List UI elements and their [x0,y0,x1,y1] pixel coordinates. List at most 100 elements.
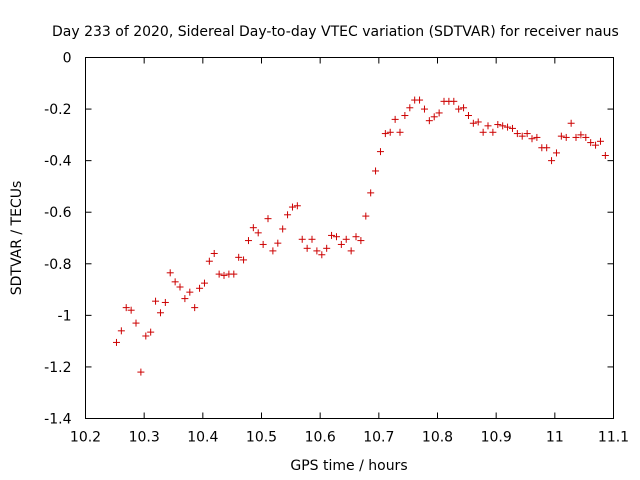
data-point [152,297,160,305]
data-point [386,128,394,136]
data-point [357,237,365,245]
data-point [425,117,433,125]
x-axis: 10.2 10.3 10.4 10.5 10.6 10.7 10.8 10.9 11 11.1 [70,57,629,446]
data-point [274,239,282,247]
data-point [406,104,414,112]
data-point [416,96,424,104]
data-point [127,306,135,314]
data-point [474,118,482,126]
x-tick-label: 10.6 [305,430,336,446]
plot-frame [85,57,614,419]
data-point [259,240,267,248]
data-point [352,233,360,241]
data-point [572,133,580,141]
data-point [328,231,336,239]
data-point [117,327,125,335]
x-tick-label: 10.8 [422,430,453,446]
data-point [132,319,140,327]
data-point [391,115,399,123]
data-point [567,119,575,127]
y-axis: 0 -0.2 -0.4 -0.6 -0.8 -1 -1.2 -1.4 [44,51,614,428]
data-point [469,119,477,127]
x-tick-label: 10.7 [363,430,394,446]
y-tick-label: 0 [63,51,72,67]
data-point [513,130,521,138]
data-point [288,203,296,211]
data-point [596,137,604,145]
data-point [381,130,389,138]
data-point [303,244,311,252]
x-tick-label: 10.4 [187,430,218,446]
data-point [171,278,179,286]
data-point [347,247,355,255]
data-point [215,270,223,278]
data-point [543,144,551,152]
data-point [147,328,155,336]
data-point [479,128,487,136]
data-point [582,133,590,141]
x-tick-label: 10.9 [481,430,512,446]
data-point [577,131,585,139]
x-tick-label: 10.3 [129,430,160,446]
data-point [293,202,301,210]
data-point [254,229,262,237]
data-point [230,270,238,278]
x-tick-label: 10.5 [246,430,277,446]
data-point [450,97,458,105]
data-point [264,215,272,223]
data-point [401,112,409,120]
data-point [601,151,609,159]
chart-title: Day 233 of 2020, Sidereal Day-to-day VTE… [52,24,619,40]
data-point [362,212,370,220]
data-point [235,253,243,261]
data-series [112,96,609,376]
data-point [455,105,463,113]
data-point [376,148,384,156]
data-point [191,304,199,312]
data-point [161,298,169,306]
data-point [523,130,531,138]
data-point [518,132,526,140]
data-point [342,235,350,243]
data-point [186,288,194,296]
data-point [142,332,150,340]
data-point [318,251,326,259]
data-point [122,304,130,312]
data-point [464,112,472,120]
data-point [494,121,502,129]
data-point [557,132,565,140]
data-point [298,235,306,243]
data-point [489,128,497,136]
data-point [166,269,174,277]
data-point [181,295,189,303]
data-point [308,235,316,243]
data-point [562,133,570,141]
data-point [279,225,287,233]
data-point [210,249,218,257]
x-tick-label: 11.1 [598,430,629,446]
data-point [533,133,541,141]
y-tick-label: -1.4 [44,412,71,428]
data-point [200,279,208,287]
data-point [420,105,428,113]
data-point [552,149,560,157]
y-tick-label: -0.6 [44,205,71,221]
data-point [220,271,228,279]
data-point [112,338,120,346]
data-point [269,247,277,255]
data-point [435,109,443,117]
data-point [137,368,145,376]
data-point [337,240,345,248]
data-point [508,124,516,132]
data-point [430,113,438,121]
data-point [548,157,556,165]
data-point [367,189,375,197]
data-point [528,135,536,143]
data-point [504,123,512,131]
y-axis-label: SDTVAR / TECUs [9,181,25,296]
data-point [196,284,204,292]
data-point [205,257,213,265]
data-point [156,309,164,317]
x-tick-label: 10.2 [70,430,101,446]
